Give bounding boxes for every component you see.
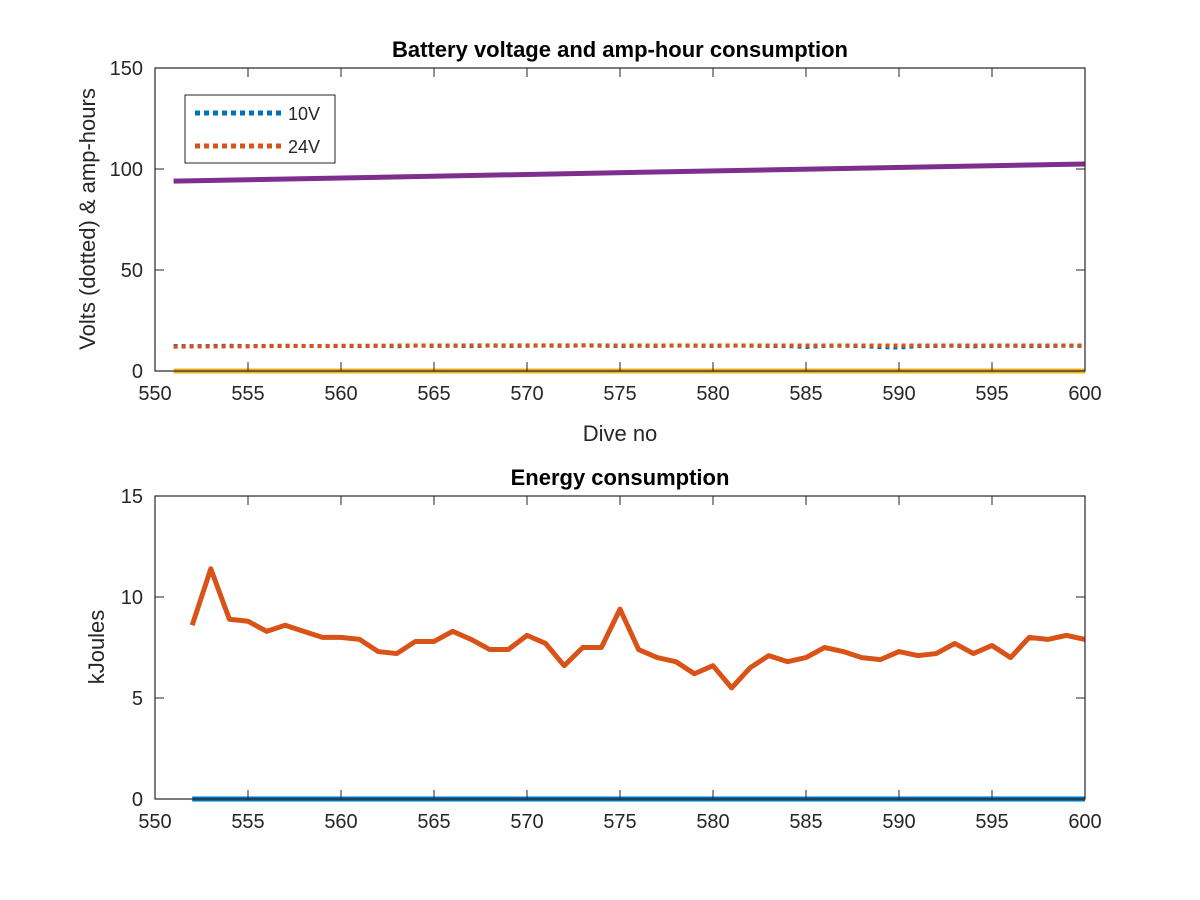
x-tick-label: 580: [696, 811, 729, 833]
energy-chart: Energy consumption kJoules 550 555 560 565 5…: [84, 465, 1102, 833]
x-tick-label: 585: [789, 811, 822, 833]
x-axis-label: Dive no: [583, 421, 658, 446]
axes-layer: 550 555 560 565 570 575 580 585 590 595 600 0 50 100 1…: [110, 58, 1102, 405]
legend-label-24v: 24V: [288, 137, 320, 157]
battery-chart: Battery voltage and amp-hour consumption…: [75, 37, 1102, 446]
x-tick-label: 570: [510, 383, 543, 405]
legend: 10V 24V: [184, 94, 336, 164]
series-line-4: [173, 161, 1086, 184]
x-tick-label: 580: [696, 383, 729, 405]
y-axis-label: kJoules: [84, 610, 109, 685]
chart-title: Energy consumption: [511, 465, 730, 490]
x-tick-label: 565: [417, 811, 450, 833]
x-tick-label: 590: [882, 811, 915, 833]
chart-title: Battery voltage and amp-hour consumption: [392, 37, 848, 62]
y-tick-label: 0: [132, 789, 143, 811]
x-tick-label: 560: [324, 811, 357, 833]
y-tick-label: 0: [132, 361, 143, 383]
x-tick-label: 560: [324, 383, 357, 405]
y-tick-label: 15: [121, 486, 143, 508]
x-tick-label: 595: [975, 383, 1008, 405]
x-tick-label: 570: [510, 811, 543, 833]
x-tick-label: 590: [882, 383, 915, 405]
y-tick-label: 100: [110, 159, 143, 181]
x-tick-label: 600: [1068, 383, 1101, 405]
y-tick-label: 10: [121, 587, 143, 609]
x-tick-label: 555: [231, 383, 264, 405]
x-tick-label: 555: [231, 811, 264, 833]
series-layer: [189, 566, 1086, 802]
x-tick-label: 595: [975, 811, 1008, 833]
series-line-1: [189, 566, 1086, 691]
y-tick-label: 5: [132, 688, 143, 710]
x-tick-label: 565: [417, 383, 450, 405]
x-tick-label: 550: [138, 811, 171, 833]
y-axis-label: Volts (dotted) & amp-hours: [75, 88, 100, 350]
series-layer: [173, 161, 1086, 374]
x-tick-label: 550: [138, 383, 171, 405]
x-tick-label: 575: [603, 383, 636, 405]
x-tick-label: 575: [603, 811, 636, 833]
y-tick-label: 50: [121, 260, 143, 282]
x-tick-label: 600: [1068, 811, 1101, 833]
axes-layer: 550 555 560 565 570 575 580 585 590 595 600 0 5 10 15: [121, 486, 1102, 833]
y-tick-label: 150: [110, 58, 143, 80]
x-tick-label: 585: [789, 383, 822, 405]
legend-box: [184, 94, 336, 164]
series-line-24v: [173, 343, 1085, 349]
legend-label-10v: 10V: [288, 104, 320, 124]
